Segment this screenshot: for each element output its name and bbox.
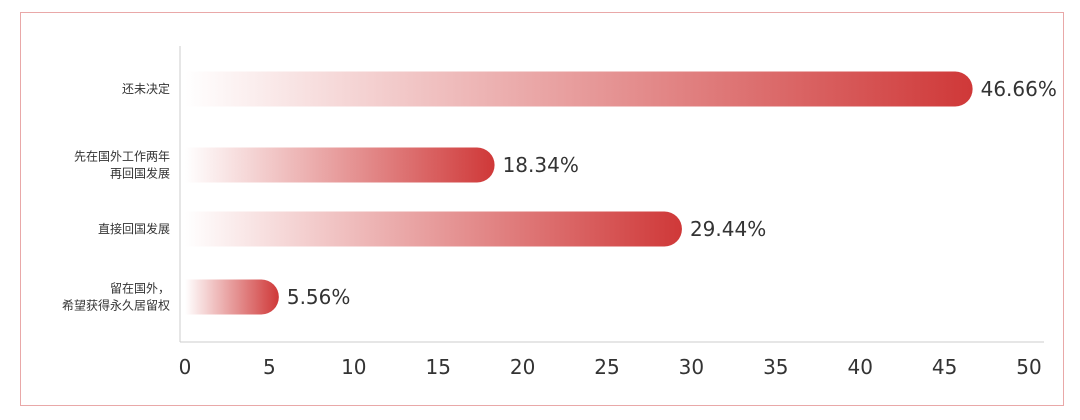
x-tick-label-6: 30 xyxy=(679,355,704,379)
bars-layer: 46.66% 18.34% 29.44% 5.56% xyxy=(185,71,1057,315)
x-tick-label-1: 5 xyxy=(263,355,276,379)
x-tick-label-2: 10 xyxy=(341,355,366,379)
bar-3 xyxy=(185,279,279,315)
category-label-1-1: 再回国发展 xyxy=(110,166,170,181)
value-label-3: 5.56% xyxy=(287,285,351,309)
x-tick-label-8: 40 xyxy=(847,355,872,379)
x-tick-label-0: 0 xyxy=(179,355,192,379)
x-axis: 0 5 10 15 20 25 30 35 40 45 50 xyxy=(179,46,1044,379)
x-tick-label-5: 25 xyxy=(594,355,619,379)
bar-2 xyxy=(185,211,682,247)
value-label-1: 18.34% xyxy=(503,153,579,177)
category-label-0-0: 还未决定 xyxy=(122,81,170,96)
x-tick-label-7: 35 xyxy=(763,355,788,379)
category-label-3-0: 留在国外， xyxy=(110,282,170,296)
value-label-0: 46.66% xyxy=(981,77,1057,101)
value-label-2: 29.44% xyxy=(690,217,766,241)
chart-frame xyxy=(20,12,1064,406)
category-label-2-0: 直接回国发展 xyxy=(98,221,170,236)
category-label-1-0: 先在国外工作两年 xyxy=(74,150,170,164)
x-tick-label-9: 45 xyxy=(932,355,957,379)
category-label-3-1: 希望获得永久居留权 xyxy=(62,298,170,313)
x-tick-label-3: 15 xyxy=(425,355,450,379)
x-tick-label-4: 20 xyxy=(510,355,535,379)
x-tick-label-10: 50 xyxy=(1016,355,1041,379)
bar-0 xyxy=(185,71,973,107)
bar-1 xyxy=(185,147,495,183)
